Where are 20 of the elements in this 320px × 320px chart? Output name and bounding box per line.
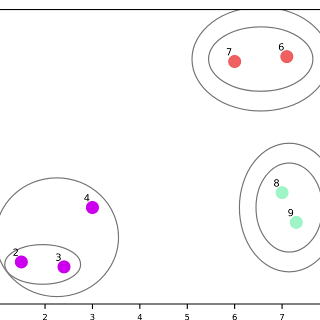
point [86,201,99,214]
point [280,50,294,64]
point [14,255,28,268]
annotation: 3 [56,253,61,261]
point [290,216,303,229]
point [57,260,71,274]
annotation: 6 [278,43,284,51]
x-tick-label: 7 [280,314,284,320]
annotation: 2 [13,248,18,256]
annotation: 7 [226,48,232,56]
annotation: 8 [274,179,279,187]
x-tick-label: 3 [90,314,94,320]
annotation: 9 [288,208,294,216]
x-tick-label: 6 [232,314,237,320]
x-tick-label: 5 [185,314,190,320]
point [276,186,289,200]
point [228,55,242,68]
x-tick-label: 4 [138,314,142,320]
annotation: 4 [84,194,90,202]
x-tick-label: 2 [42,314,47,320]
